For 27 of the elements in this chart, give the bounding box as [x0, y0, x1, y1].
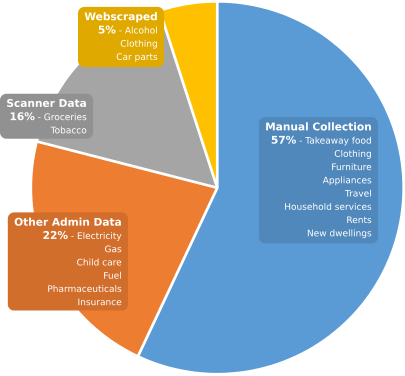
text: Car parts	[116, 53, 158, 62]
slice-label: Manual Collection	[266, 122, 371, 131]
text: Travel	[344, 190, 371, 197]
data-label: 16%	[10, 112, 35, 120]
slice-label: Webscraped	[84, 12, 157, 23]
text: Household services	[285, 203, 372, 210]
slice-label: Scanner Data	[7, 99, 86, 108]
text: Gas	[105, 246, 122, 253]
slice-label: Other Admin Data	[14, 218, 121, 226]
text: - Groceries	[38, 114, 86, 120]
text: Appliances	[322, 176, 372, 186]
text: - Alcohol	[119, 26, 157, 34]
data-label: 57%	[272, 136, 296, 144]
text: Clothing	[120, 40, 157, 49]
text: Clothing	[334, 150, 371, 159]
text: Insurance	[78, 298, 122, 306]
text: - Electricity	[71, 232, 122, 242]
text: Rents	[347, 216, 372, 224]
text: New dwellings	[308, 230, 372, 238]
text: - Takeaway food	[300, 136, 371, 146]
data-label: 5%	[98, 26, 116, 34]
text: Fuel	[104, 272, 121, 280]
text: Tobacco	[50, 126, 86, 134]
text: Pharmaceuticals	[48, 285, 122, 292]
data-label: 22%	[43, 231, 68, 240]
text: Furniture	[332, 163, 372, 170]
text: Child care	[77, 258, 122, 266]
